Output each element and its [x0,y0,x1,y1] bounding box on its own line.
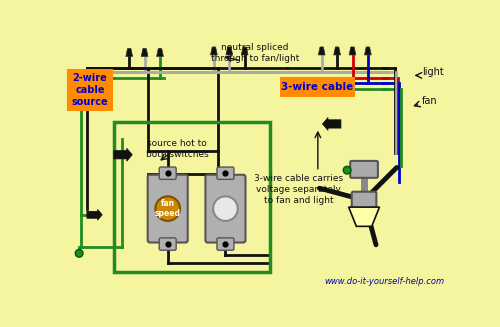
Polygon shape [318,47,325,55]
FancyBboxPatch shape [352,192,376,209]
Text: www.do-it-yourself-help.com: www.do-it-yourself-help.com [325,277,445,286]
Circle shape [156,196,180,221]
Polygon shape [226,47,232,55]
Polygon shape [334,47,340,55]
Bar [114,122,270,272]
Circle shape [76,250,83,257]
Text: 2-wire
cable
source: 2-wire cable source [72,73,108,108]
FancyBboxPatch shape [206,175,246,243]
Polygon shape [348,207,380,226]
Polygon shape [156,48,164,57]
FancyBboxPatch shape [159,238,176,250]
FancyBboxPatch shape [217,238,234,250]
FancyBboxPatch shape [159,167,176,180]
Text: 3-wire cable carries
voltage separately
to fan and light: 3-wire cable carries voltage separately … [254,174,343,205]
Polygon shape [242,47,248,55]
FancyBboxPatch shape [67,69,113,111]
Polygon shape [114,148,132,161]
Polygon shape [210,47,218,55]
Polygon shape [87,209,102,220]
Text: fan
speed: fan speed [154,199,180,218]
Circle shape [344,166,351,174]
FancyBboxPatch shape [350,161,378,178]
Text: 3-wire cable: 3-wire cable [281,82,353,92]
Text: source hot to
both switches: source hot to both switches [146,139,208,160]
Text: light: light [422,67,444,77]
Text: fan: fan [422,96,438,106]
Polygon shape [364,47,372,55]
Polygon shape [141,48,148,57]
FancyBboxPatch shape [148,175,188,243]
Polygon shape [349,47,356,55]
Text: neutral spliced
through to fan/light: neutral spliced through to fan/light [210,43,299,63]
Circle shape [213,196,238,221]
Polygon shape [322,117,341,130]
FancyBboxPatch shape [280,77,355,97]
FancyBboxPatch shape [217,167,234,180]
Polygon shape [126,48,132,57]
